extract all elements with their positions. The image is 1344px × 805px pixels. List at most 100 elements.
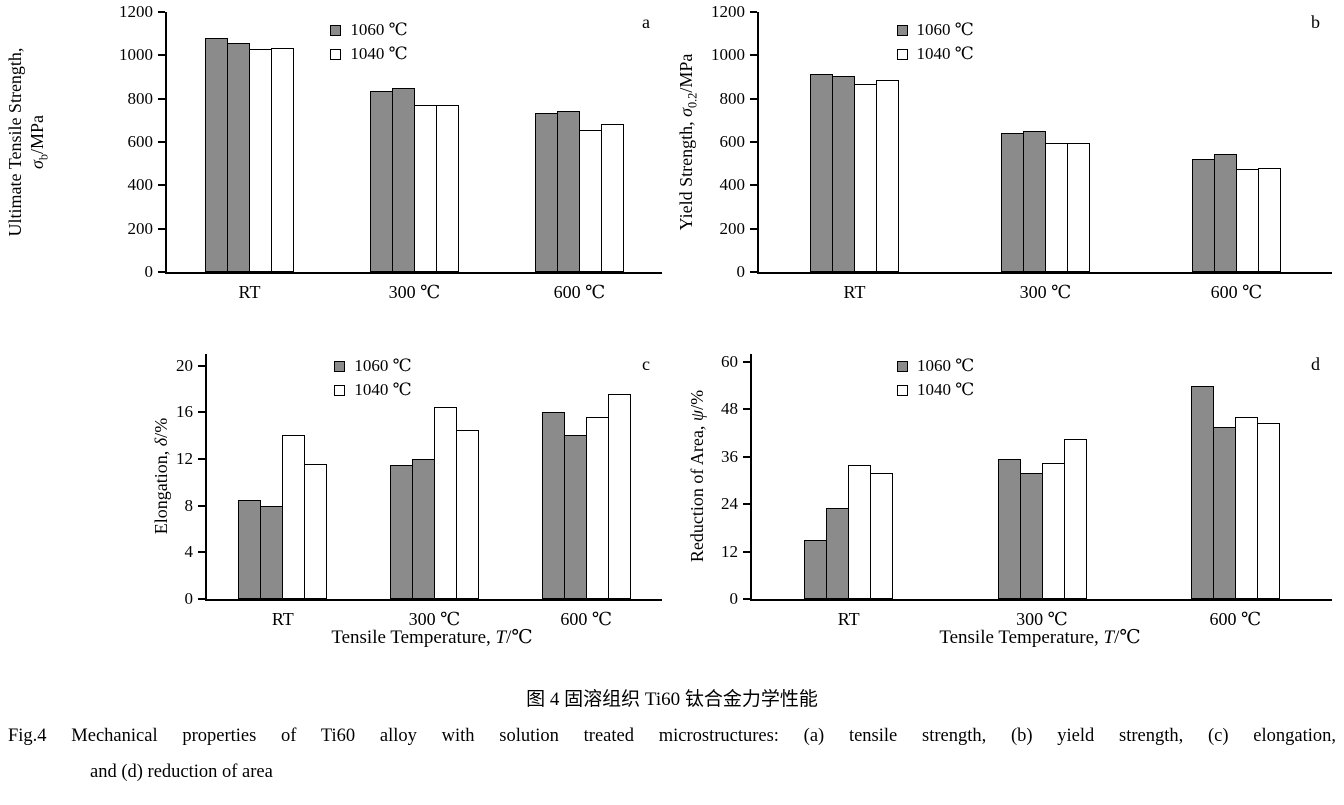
y-axis-label: Elongation, δ/% [151, 418, 173, 534]
panel-letter: c [642, 354, 650, 374]
bar [870, 472, 894, 599]
y-tick-label: 12 [176, 449, 193, 468]
legend-swatch [330, 48, 342, 60]
bar [541, 412, 565, 599]
y-tick-label: 24 [721, 494, 738, 514]
y-tick-mark [743, 503, 750, 506]
chart-panel-b: Yield Strength, σ0.2/MPa 1060 ℃ 1040 ℃ b … [672, 0, 1344, 302]
bar [1023, 131, 1046, 272]
y-tick-label: 60 [721, 351, 738, 371]
bar [585, 417, 609, 599]
legend-label: 1060 ℃ [354, 356, 412, 375]
y-tick-mark [198, 551, 205, 554]
bar [810, 73, 833, 272]
y-tick-label: 400 [719, 175, 746, 195]
bar [854, 83, 877, 272]
y-tick-mark [743, 550, 750, 553]
text-segment: σ [26, 160, 47, 170]
y-tick-mark [158, 11, 165, 13]
legend-swatch [896, 24, 908, 36]
y-tick-label: 600 [127, 132, 154, 151]
y-tick-mark [158, 271, 165, 273]
bar [535, 112, 558, 272]
legend-entry: 1040 ℃ [896, 44, 974, 64]
bar [1063, 438, 1087, 599]
y-tick-mark [198, 504, 205, 507]
text-segment: ψ [687, 409, 708, 422]
y-tick-mark [750, 11, 757, 13]
bar [238, 499, 262, 599]
y-tick-mark [750, 97, 757, 100]
bar [832, 75, 855, 272]
y-tick-mark [750, 184, 757, 187]
y-axis-label: Yield Strength, σ0.2/MPa [676, 54, 700, 231]
legend-label: 1060 ℃ [917, 356, 975, 375]
text-segment: /MPa [675, 53, 696, 93]
bar [370, 91, 393, 272]
x-tick-label: 300 ℃ [1016, 609, 1068, 629]
y-tick-mark [198, 411, 205, 414]
y-tick-mark [743, 360, 750, 363]
legend-entry: 1040 ℃ [334, 380, 412, 400]
y-axis-label-line: Ultimate Tensile Strength, [5, 48, 27, 237]
caption-english: Fig.4 Mechanical properties of Ti60 allo… [8, 726, 1336, 783]
text-segment: Ultimate Tensile Strength, [5, 47, 26, 237]
y-axis-label: Ultimate Tensile Strength, σb/MPa [5, 48, 51, 237]
bar [227, 43, 250, 272]
x-tick-label: 300 ℃ [388, 282, 441, 302]
legend-swatch [334, 384, 346, 396]
y-axis-label-line: Elongation, δ/% [151, 418, 173, 534]
legend-swatch [897, 384, 908, 396]
x-tick-label: 600 ℃ [1210, 282, 1263, 302]
bar [1212, 427, 1236, 599]
y-tick-label: 48 [721, 399, 738, 419]
plot-area: 1060 ℃ 1040 ℃ b 0 200 400 600 800 1000 1200 RT 30… [711, 2, 1332, 302]
y-tick-mark [743, 598, 750, 600]
y-tick-mark [158, 227, 165, 230]
bar [1192, 159, 1215, 272]
x-tick-label: 600 ℃ [553, 282, 606, 302]
legend-entry: 1060 ℃ [897, 356, 974, 376]
text-segment: T [495, 627, 507, 648]
text-segment: T [1103, 627, 1115, 648]
bar [579, 130, 602, 272]
text-segment: Reduction of Area, [687, 421, 708, 563]
y-tick-mark [750, 227, 757, 230]
bar [414, 105, 437, 272]
text-segment: /% [687, 389, 708, 410]
y-tick-mark [743, 408, 750, 411]
chart-panel-a: Ultimate Tensile Strength, σb/MPa 1060 ℃ 1… [0, 0, 672, 302]
y-tick-label: 16 [176, 402, 193, 422]
bar [436, 105, 459, 272]
y-tick-mark [750, 271, 757, 273]
text-segment: /℃ [1114, 627, 1141, 648]
bar [1256, 423, 1280, 599]
y-tick-label: 800 [127, 88, 154, 108]
bar [826, 508, 850, 599]
bar [1001, 133, 1024, 272]
legend-label: 1060 ℃ [350, 20, 408, 39]
text-segment: δ [151, 437, 172, 447]
bar [1258, 168, 1281, 272]
legend-label: 1040 ℃ [354, 380, 412, 399]
y-tick-label: 0 [729, 589, 739, 608]
text-segment: b [36, 154, 51, 161]
x-tick-label: RT [238, 282, 261, 302]
y-tick-mark [198, 458, 205, 461]
legend-swatch [334, 360, 346, 372]
y-tick-label: 400 [127, 175, 154, 195]
legend-label: 1040 ℃ [350, 44, 408, 63]
plot-area: 1060 ℃ 1040 ℃ d 0 12 24 36 48 60 RT 300 ℃ 600 ℃ [721, 352, 1332, 629]
x-tick-label: RT [271, 609, 294, 629]
bar [563, 434, 587, 599]
text-segment: Yield Strength, [675, 116, 696, 231]
y-tick-mark [198, 598, 205, 600]
text-segment: 0.2 [685, 92, 700, 108]
legend-swatch [330, 24, 342, 36]
bar [434, 406, 457, 599]
y-tick-label: 1000 [711, 45, 745, 65]
panel-letter: d [1311, 354, 1320, 374]
bar [1019, 472, 1043, 599]
